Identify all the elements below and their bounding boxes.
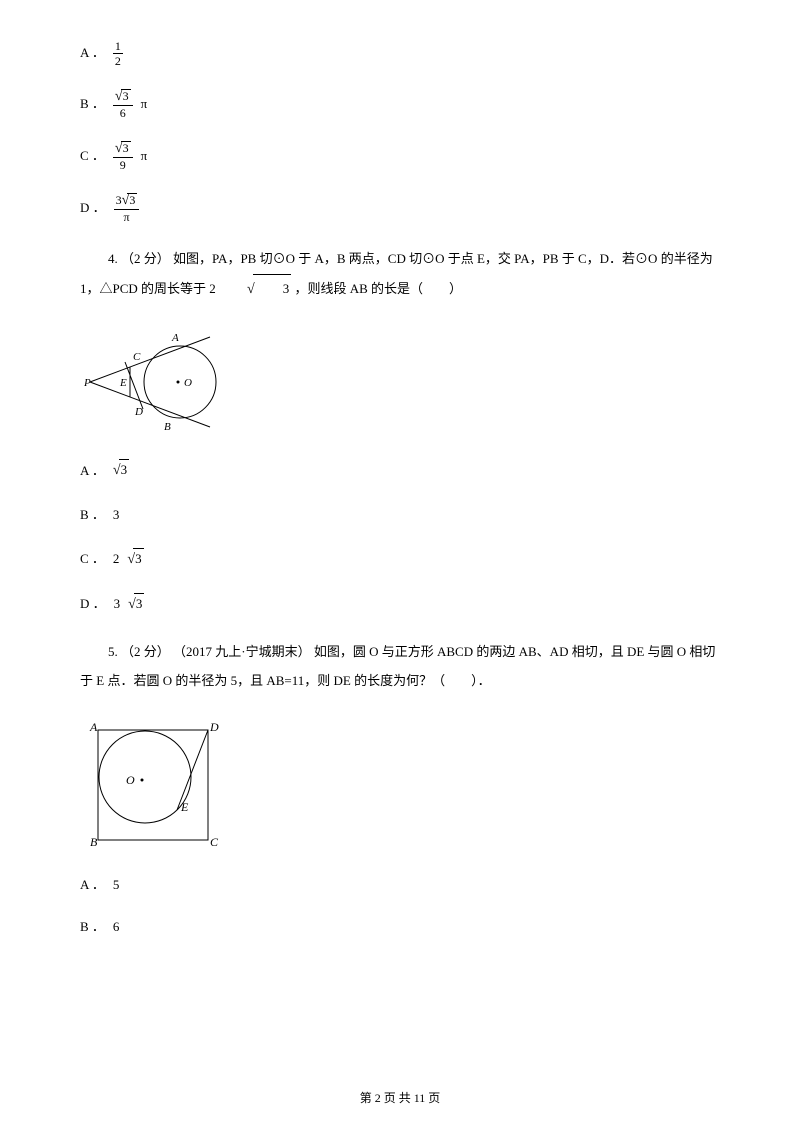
option-label: B ． [80,505,105,526]
q4-diagram: P A B C D E O [80,327,720,437]
question-points: （2 分） [121,251,170,266]
question-body-2: ，则线段 AB 的长是（ ） [294,281,462,296]
svg-text:E: E [180,800,189,814]
svg-text:B: B [90,835,98,849]
option-label: C ． [80,549,105,570]
option-label: A ． [80,43,105,64]
svg-text:O: O [126,773,135,787]
q4-option-a: A ． √3 [80,459,720,482]
q5-option-a: A ． 5 [80,875,720,896]
option-label: B ． [80,94,105,115]
option-label: A ． [80,461,105,482]
q3-option-c: C ． √3 9 π [80,141,720,171]
q5-diagram: A D B C E O [80,718,720,853]
question-source: （2017 九上·宁城期末） [173,644,311,659]
tangent-circle-diagram: P A B C D E O [80,327,240,437]
question-points: （2 分） [121,644,170,659]
q3-option-d: D ． 3√3 π [80,193,720,223]
q4-option-d: D ． 3 √3 [80,593,720,616]
svg-text:A: A [171,332,179,344]
q3-option-b: B ． √3 6 π [80,89,720,119]
option-coef: 3 [114,594,121,615]
fraction: √3 9 [113,141,133,171]
svg-text:E: E [119,377,127,389]
sqrt-icon: √3 [113,459,129,482]
q3-option-a: A ． 1 2 [80,40,720,67]
svg-text:D: D [134,406,143,418]
option-label: D ． [80,198,106,219]
option-value: 3 [113,505,120,526]
svg-text:C: C [210,835,219,849]
svg-text:B: B [164,421,171,433]
svg-text:P: P [83,377,91,389]
option-label: C ． [80,146,105,167]
q4-option-b: B ． 3 [80,505,720,526]
option-coef: 2 [113,549,120,570]
option-label: D ． [80,594,106,615]
question-number: 5. [108,644,118,659]
svg-text:O: O [184,377,192,389]
q4-option-c: C ． 2 √3 [80,548,720,571]
fraction: √3 6 [113,89,133,119]
sqrt-icon: √3 [128,593,144,616]
sqrt-icon: √3 [127,548,143,571]
question-4: 4. （2 分） 如图，PA，PB 切⊙O 于 A，B 两点，CD 切⊙O 于点… [80,245,720,305]
sqrt-icon: √3 [219,274,291,306]
svg-text:A: A [89,720,98,734]
svg-text:C: C [133,351,141,363]
question-5: 5. （2 分） （2017 九上·宁城期末） 如图，圆 O 与正方形 ABCD… [80,638,720,695]
page-footer: 第 2 页 共 11 页 [0,1089,800,1108]
pi-suffix: π [141,94,148,115]
pi-suffix: π [141,146,148,167]
fraction: 3√3 π [114,193,140,223]
svg-text:D: D [209,720,219,734]
q5-option-b: B ． 6 [80,917,720,938]
option-value: 6 [113,917,120,938]
option-label: B ． [80,917,105,938]
fraction: 1 2 [113,40,123,67]
option-label: A ． [80,875,105,896]
square-circle-diagram: A D B C E O [80,718,230,853]
option-value: 5 [113,875,120,896]
question-number: 4. [108,251,118,266]
